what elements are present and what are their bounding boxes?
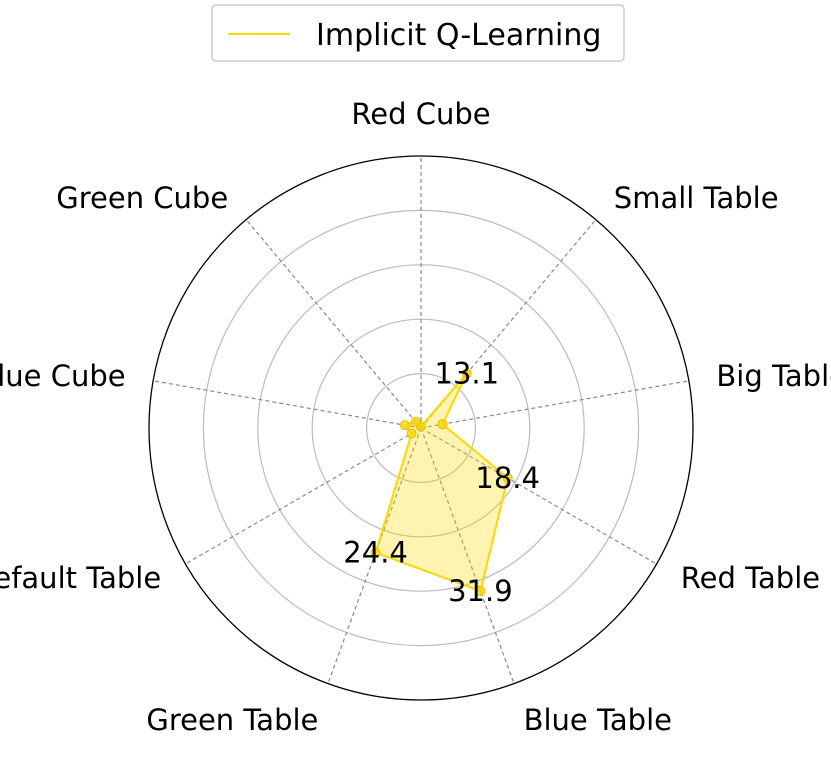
data-point-8 <box>399 420 410 431</box>
legend: Implicit Q-Learning <box>211 4 625 62</box>
legend-label: Implicit Q-Learning <box>316 18 601 53</box>
data-point-6 <box>370 547 381 558</box>
data-point-7 <box>406 428 417 439</box>
spoke-3 <box>420 380 689 429</box>
data-point-4 <box>502 473 513 484</box>
spoke-9 <box>245 219 422 429</box>
value-label-5: 31.9 <box>448 574 513 608</box>
grid-ring-1 <box>366 373 477 484</box>
value-labels: 13.1 18.4 31.9 24.4 <box>343 356 540 608</box>
category-label-3: Big Table <box>716 359 831 393</box>
category-label-5: Blue Table <box>524 703 672 737</box>
category-label-7: Default Table <box>0 561 161 595</box>
value-label-6: 24.4 <box>343 536 408 570</box>
data-point-3 <box>437 419 448 430</box>
category-label-2: Small Table <box>614 181 779 215</box>
legend-box <box>211 4 625 62</box>
value-label-4: 18.4 <box>475 461 540 495</box>
radial-spokes <box>153 156 689 684</box>
category-label-1: Red Cube <box>351 97 490 131</box>
spoke-8 <box>153 380 422 429</box>
category-label-6: Green Table <box>146 703 318 737</box>
series-1-line <box>374 372 509 593</box>
data-point-2 <box>461 368 472 379</box>
spoke-4 <box>420 427 657 565</box>
category-labels: Red Cube Small Table Big Table Red Table Blu… <box>0 97 831 737</box>
spoke-5 <box>420 427 515 684</box>
value-label-2: 13.1 <box>435 356 500 390</box>
series-area <box>370 368 513 597</box>
category-label-4: Red Table <box>681 561 820 595</box>
data-point-5 <box>475 586 486 597</box>
outer-frame <box>148 155 694 701</box>
category-label-8: Blue Cube <box>0 359 126 393</box>
data-point-9 <box>410 416 421 427</box>
category-label-9: Green Cube <box>56 181 228 215</box>
spoke-7 <box>185 427 422 565</box>
